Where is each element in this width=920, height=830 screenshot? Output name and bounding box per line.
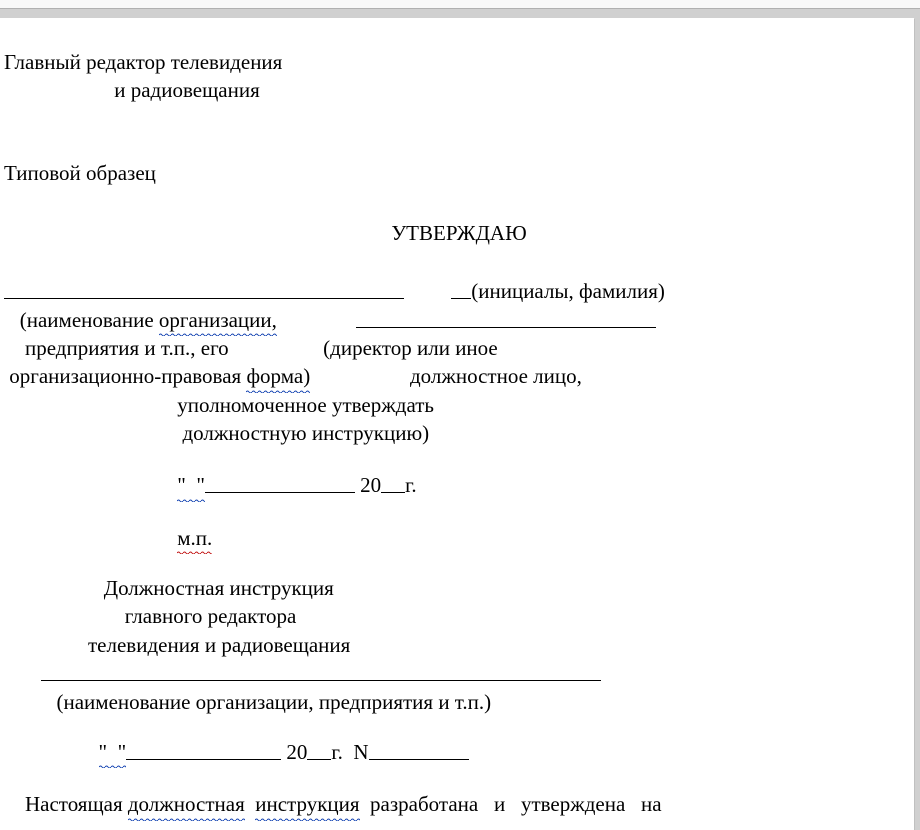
body-b2: инструкция [255, 790, 359, 818]
date2-g: г. N [331, 740, 368, 764]
blank-date1-year [381, 471, 405, 493]
mp-text: м.п. [177, 524, 212, 552]
blank-org [4, 277, 404, 299]
mp-line: м.п. [4, 524, 914, 552]
doc-title-1-text: Должностная инструкция [104, 576, 334, 600]
doc-title-3-text: телевидения и радиовещания [88, 633, 350, 657]
doc-title-2: главного редактора [4, 602, 914, 630]
indent [4, 78, 114, 102]
director-text-d: должностную инструкцию) [183, 421, 430, 445]
approve-title-text: УТВЕРЖДАЮ [391, 221, 526, 245]
header-line-1: Главный редактор телевидения [4, 48, 914, 76]
org-l1-a: (наименование [4, 308, 159, 332]
body-b1: должностная [128, 790, 245, 818]
header-line-2-text: и радиовещания [114, 78, 259, 102]
sample-label: Типовой образец [4, 159, 914, 187]
org-line-2: предприятия и т.п., его (директор или ин… [4, 334, 914, 362]
blank-contract-with [298, 819, 778, 830]
doc-title-2-text: главного редактора [125, 604, 297, 628]
director-text-b: должностное лицо, [410, 364, 582, 388]
date2-year: 20 [281, 740, 307, 764]
org-hint-text: (наименование организации, предприятия и… [57, 690, 492, 714]
doc-title-1: Должностная инструкция [4, 574, 914, 602]
signature-hint: (инициалы, фамилия) [471, 279, 665, 303]
blank-date1-month [205, 471, 355, 493]
blank-director [356, 306, 656, 328]
blank-doc-number [369, 738, 469, 760]
body-b-sp [245, 792, 256, 816]
date1-quotes: " " [177, 471, 205, 499]
blank-date2-year [307, 738, 331, 760]
director-text-a: (директор или иное [323, 336, 498, 360]
doc-title-3: телевидения и радиовещания [4, 631, 914, 659]
date2-quotes: " " [99, 738, 127, 766]
director-line-c: уполномоченное утверждать [4, 391, 914, 419]
date1-g: г. [405, 473, 417, 497]
org-l3-b: форма) [246, 362, 310, 390]
org-blank-line [4, 659, 914, 687]
org-l3-a: организационно-правовая [4, 364, 246, 388]
document-page: Главный редактор телевидения и радиовеща… [0, 18, 914, 830]
body-d: основании трудового договора с [4, 821, 298, 830]
date-line-2: " " 20 г. N [4, 738, 914, 766]
org-l1-b: организации, [159, 306, 277, 334]
approve-title: УТВЕРЖДАЮ [4, 219, 914, 247]
body-a: Настоящая [4, 792, 128, 816]
org-hint-line: (наименование организации, предприятия и… [4, 688, 914, 716]
date-line-1: " " 20 г. [4, 471, 914, 499]
director-text-c: уполномоченное утверждать [177, 393, 434, 417]
blank-date2-month [126, 738, 281, 760]
org-l2-text: предприятия и т.п., его [4, 336, 229, 360]
org-line-3: организационно-правовая форма) должностн… [4, 362, 914, 390]
body-line-1: Настоящая должностная инструкция разрабо… [4, 790, 914, 818]
ruler-bar [0, 0, 920, 9]
blank-org-name [41, 659, 601, 681]
org-line-1: (наименование организации, [4, 306, 914, 334]
header-line-2: и радиовещания [4, 76, 914, 104]
body-c: разработана и утверждена на [360, 792, 662, 816]
director-line-d: должностную инструкцию) [4, 419, 914, 447]
date1-year: 20 [355, 473, 381, 497]
signature-line: (инициалы, фамилия) [4, 277, 914, 305]
blank-sig-left [451, 277, 471, 299]
